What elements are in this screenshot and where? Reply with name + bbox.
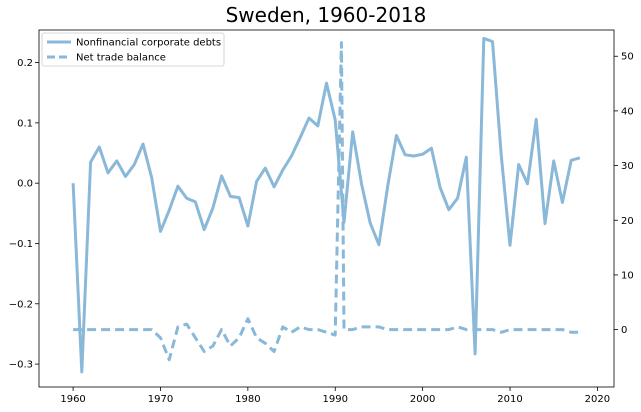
legend-label-trade: Net trade balance (76, 53, 166, 64)
y-tick-label-left: −0.3 (9, 360, 33, 371)
y-tick-label-left: 0.1 (17, 118, 33, 129)
y-tick-label-left: 0.0 (17, 179, 33, 190)
chart-title: Sweden, 1960-2018 (226, 3, 427, 27)
x-tick-label: 2000 (410, 394, 435, 405)
x-tick-label: 1960 (60, 394, 85, 405)
series-layer (71, 36, 581, 374)
series-line-net-trade-balance (73, 41, 580, 362)
legend-box (41, 32, 225, 67)
x-axis: 1960 1970 1980 1990 2000 2010 2020 (60, 387, 610, 405)
y-tick-label-left: −0.1 (9, 239, 33, 250)
x-tick-label: 2010 (497, 394, 522, 405)
y-tick-label-right: 40 (621, 106, 634, 117)
y-tick-label-left: −0.2 (9, 299, 33, 310)
y-tick-label-right: 50 (621, 52, 634, 63)
x-tick-label: 1990 (323, 394, 348, 405)
y-axis-right: 0 10 20 30 40 50 (614, 52, 634, 336)
y-tick-label-right: 20 (621, 216, 634, 227)
series-line-nonfinancial-corporate-debts (71, 36, 581, 374)
x-tick-label: 2020 (585, 394, 610, 405)
x-tick-label: 1970 (148, 394, 173, 405)
plot-frame (38, 29, 615, 388)
y-tick-label-right: 10 (621, 270, 634, 281)
legend-label-debts: Nonfinancial corporate debts (76, 38, 221, 49)
y-tick-label-right: 0 (621, 325, 627, 336)
y-axis-left: −0.3 −0.2 −0.1 0.0 0.1 0.2 (9, 58, 39, 371)
legend: Nonfinancial corporate debts Net trade b… (41, 32, 225, 67)
x-tick-label: 1980 (235, 394, 260, 405)
y-tick-label-right: 30 (621, 161, 634, 172)
y-tick-label-left: 0.2 (17, 58, 33, 69)
